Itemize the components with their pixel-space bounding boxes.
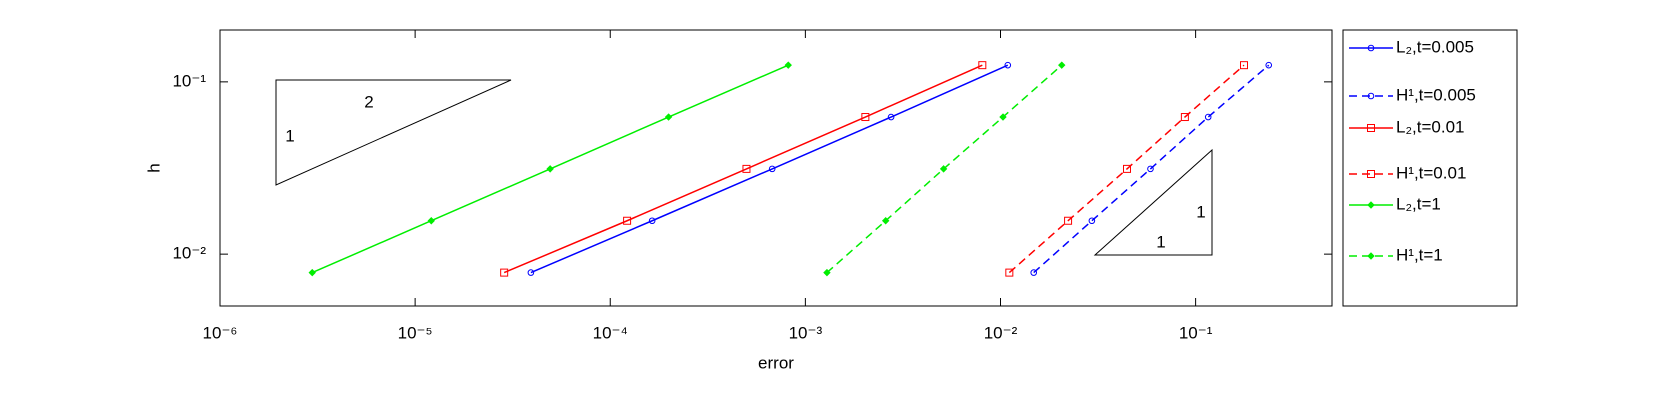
x-tick-label: 10⁻¹ — [1179, 323, 1213, 342]
y-tick-label: 10⁻² — [172, 244, 206, 263]
marker — [1367, 92, 1375, 100]
marker — [978, 61, 987, 70]
marker — [1367, 170, 1375, 178]
x-axis-label: error — [758, 353, 794, 372]
marker — [1004, 61, 1012, 69]
slope-triangle — [1093, 148, 1213, 256]
marker — [1180, 113, 1189, 122]
legend-label: L₂,t=0.01 — [1396, 117, 1465, 136]
marker — [823, 268, 831, 277]
x-tick-label: 10⁻² — [984, 323, 1018, 342]
y-tick-label: 10⁻¹ — [172, 71, 206, 90]
marker — [1367, 201, 1375, 209]
marker — [1367, 252, 1375, 260]
marker — [1204, 113, 1212, 121]
marker — [623, 216, 632, 225]
marker — [742, 164, 751, 173]
marker — [768, 165, 776, 173]
marker — [881, 217, 890, 225]
annotation: 2 — [364, 92, 373, 111]
marker — [1367, 124, 1375, 132]
legend-label: H¹,t=0.005 — [1396, 85, 1476, 104]
marker — [527, 269, 535, 276]
legend-label: L₂,t=1 — [1396, 194, 1441, 213]
x-tick-label: 10⁻⁴ — [593, 323, 628, 342]
legend — [1342, 29, 1518, 307]
marker — [999, 113, 1007, 121]
marker — [1058, 61, 1066, 69]
marker — [1367, 44, 1375, 52]
marker — [1030, 269, 1038, 276]
marker — [939, 165, 948, 173]
series-line — [1033, 64, 1270, 274]
x-tick-label: 10⁻⁵ — [398, 323, 433, 342]
slope-triangle — [275, 79, 512, 186]
marker — [1123, 164, 1132, 173]
series-line — [1008, 64, 1245, 274]
marker — [1240, 61, 1249, 70]
marker — [1265, 61, 1273, 69]
marker — [1088, 217, 1096, 225]
legend-label: H¹,t=1 — [1396, 245, 1443, 264]
y-axis-label: h — [144, 163, 163, 172]
marker — [664, 113, 673, 121]
annotation: 1 — [1196, 202, 1205, 221]
legend-label: L₂,t=0.005 — [1396, 37, 1474, 56]
marker — [861, 113, 870, 122]
marker — [1064, 216, 1073, 225]
annotation: 1 — [1156, 232, 1165, 251]
marker — [500, 268, 509, 277]
marker — [1005, 268, 1014, 277]
marker — [784, 61, 792, 69]
x-tick-label: 10⁻³ — [789, 323, 823, 342]
marker — [546, 165, 554, 173]
series-line — [503, 64, 983, 274]
marker — [887, 113, 895, 121]
annotation: 1 — [285, 126, 294, 145]
marker — [308, 268, 316, 277]
legend-label: H¹,t=0.01 — [1396, 163, 1466, 182]
marker — [1147, 165, 1154, 173]
series-line — [530, 64, 1009, 274]
marker — [648, 217, 656, 225]
marker — [427, 217, 435, 225]
x-tick-label: 10⁻⁶ — [203, 323, 238, 342]
